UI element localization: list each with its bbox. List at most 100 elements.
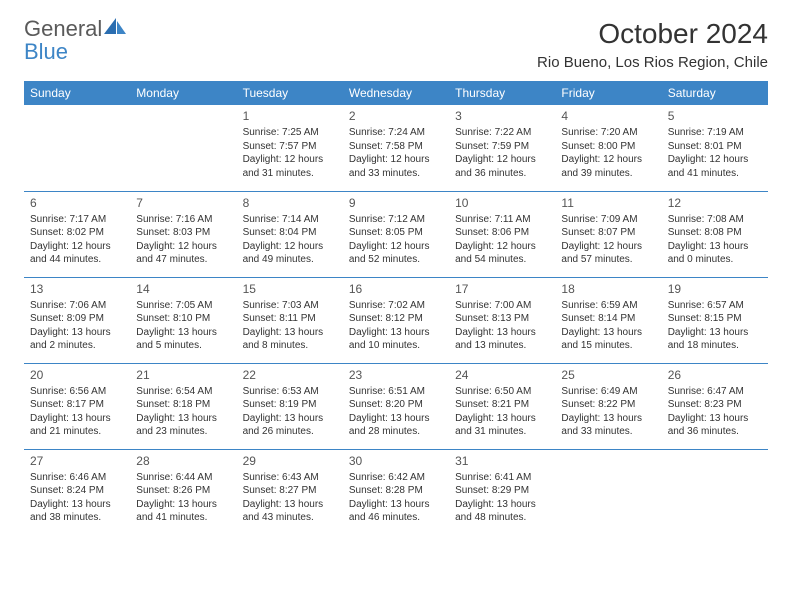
- day-info-line: Sunset: 8:21 PM: [455, 398, 549, 412]
- calendar-day-cell: 25Sunrise: 6:49 AMSunset: 8:22 PMDayligh…: [555, 363, 661, 449]
- day-info-line: Sunset: 8:04 PM: [243, 226, 337, 240]
- calendar-empty-cell: [24, 105, 130, 191]
- day-info-line: Sunset: 8:10 PM: [136, 312, 230, 326]
- calendar-day-cell: 1Sunrise: 7:25 AMSunset: 7:57 PMDaylight…: [237, 105, 343, 191]
- day-info-line: Daylight: 13 hours and 36 minutes.: [668, 412, 762, 439]
- day-number: 21: [136, 367, 230, 383]
- day-info-line: Sunrise: 7:20 AM: [561, 126, 655, 140]
- day-header: Monday: [130, 81, 236, 105]
- day-info-line: Sunset: 8:09 PM: [30, 312, 124, 326]
- day-info-line: Sunrise: 6:57 AM: [668, 299, 762, 313]
- day-number: 8: [243, 195, 337, 211]
- day-info-line: Sunset: 8:11 PM: [243, 312, 337, 326]
- day-info-line: Sunrise: 7:24 AM: [349, 126, 443, 140]
- day-header: Sunday: [24, 81, 130, 105]
- day-info-line: Daylight: 13 hours and 2 minutes.: [30, 326, 124, 353]
- day-info-line: Sunset: 8:27 PM: [243, 484, 337, 498]
- day-info-line: Daylight: 13 hours and 33 minutes.: [561, 412, 655, 439]
- logo-sail-icon: [104, 18, 126, 36]
- day-info-line: Sunset: 8:23 PM: [668, 398, 762, 412]
- calendar-day-cell: 26Sunrise: 6:47 AMSunset: 8:23 PMDayligh…: [662, 363, 768, 449]
- calendar-day-cell: 19Sunrise: 6:57 AMSunset: 8:15 PMDayligh…: [662, 277, 768, 363]
- calendar-day-cell: 17Sunrise: 7:00 AMSunset: 8:13 PMDayligh…: [449, 277, 555, 363]
- calendar-week-row: 13Sunrise: 7:06 AMSunset: 8:09 PMDayligh…: [24, 277, 768, 363]
- day-info-line: Sunrise: 6:44 AM: [136, 471, 230, 485]
- day-info-line: Sunset: 8:06 PM: [455, 226, 549, 240]
- day-info-line: Sunrise: 6:54 AM: [136, 385, 230, 399]
- calendar-table: SundayMondayTuesdayWednesdayThursdayFrid…: [24, 81, 768, 535]
- day-info-line: Sunrise: 7:12 AM: [349, 213, 443, 227]
- day-info-line: Sunset: 8:28 PM: [349, 484, 443, 498]
- day-info-line: Sunrise: 7:08 AM: [668, 213, 762, 227]
- day-info-line: Daylight: 13 hours and 31 minutes.: [455, 412, 549, 439]
- calendar-day-cell: 2Sunrise: 7:24 AMSunset: 7:58 PMDaylight…: [343, 105, 449, 191]
- day-number: 13: [30, 281, 124, 297]
- day-info-line: Sunset: 8:05 PM: [349, 226, 443, 240]
- brand-logo: General Blue: [24, 18, 126, 64]
- calendar-empty-cell: [555, 449, 661, 535]
- day-number: 12: [668, 195, 762, 211]
- day-info-line: Daylight: 12 hours and 49 minutes.: [243, 240, 337, 267]
- day-number: 2: [349, 108, 443, 124]
- day-info-line: Sunset: 8:22 PM: [561, 398, 655, 412]
- day-info-line: Sunrise: 7:03 AM: [243, 299, 337, 313]
- day-info-line: Sunset: 8:15 PM: [668, 312, 762, 326]
- day-number: 23: [349, 367, 443, 383]
- day-info-line: Daylight: 13 hours and 8 minutes.: [243, 326, 337, 353]
- calendar-day-cell: 9Sunrise: 7:12 AMSunset: 8:05 PMDaylight…: [343, 191, 449, 277]
- day-header: Saturday: [662, 81, 768, 105]
- day-info-line: Sunset: 8:03 PM: [136, 226, 230, 240]
- day-header: Tuesday: [237, 81, 343, 105]
- day-header: Wednesday: [343, 81, 449, 105]
- day-info-line: Sunset: 8:20 PM: [349, 398, 443, 412]
- day-info-line: Daylight: 13 hours and 46 minutes.: [349, 498, 443, 525]
- day-number: 7: [136, 195, 230, 211]
- day-info-line: Daylight: 13 hours and 28 minutes.: [349, 412, 443, 439]
- day-number: 4: [561, 108, 655, 124]
- day-info-line: Daylight: 13 hours and 18 minutes.: [668, 326, 762, 353]
- day-number: 22: [243, 367, 337, 383]
- day-info-line: Daylight: 12 hours and 47 minutes.: [136, 240, 230, 267]
- day-info-line: Sunrise: 6:59 AM: [561, 299, 655, 313]
- day-number: 11: [561, 195, 655, 211]
- day-info-line: Daylight: 13 hours and 48 minutes.: [455, 498, 549, 525]
- day-info-line: Daylight: 12 hours and 31 minutes.: [243, 153, 337, 180]
- day-number: 31: [455, 453, 549, 469]
- day-number: 29: [243, 453, 337, 469]
- calendar-day-cell: 15Sunrise: 7:03 AMSunset: 8:11 PMDayligh…: [237, 277, 343, 363]
- day-number: 3: [455, 108, 549, 124]
- calendar-day-cell: 24Sunrise: 6:50 AMSunset: 8:21 PMDayligh…: [449, 363, 555, 449]
- day-number: 10: [455, 195, 549, 211]
- day-info-line: Sunrise: 7:00 AM: [455, 299, 549, 313]
- day-info-line: Sunrise: 7:02 AM: [349, 299, 443, 313]
- day-info-line: Daylight: 12 hours and 44 minutes.: [30, 240, 124, 267]
- calendar-empty-cell: [662, 449, 768, 535]
- day-info-line: Sunrise: 6:41 AM: [455, 471, 549, 485]
- calendar-day-cell: 21Sunrise: 6:54 AMSunset: 8:18 PMDayligh…: [130, 363, 236, 449]
- day-info-line: Sunrise: 7:11 AM: [455, 213, 549, 227]
- calendar-day-cell: 23Sunrise: 6:51 AMSunset: 8:20 PMDayligh…: [343, 363, 449, 449]
- day-info-line: Sunset: 7:57 PM: [243, 140, 337, 154]
- day-info-line: Daylight: 12 hours and 41 minutes.: [668, 153, 762, 180]
- day-number: 26: [668, 367, 762, 383]
- day-info-line: Daylight: 13 hours and 41 minutes.: [136, 498, 230, 525]
- calendar-day-cell: 6Sunrise: 7:17 AMSunset: 8:02 PMDaylight…: [24, 191, 130, 277]
- logo-text-general: General: [24, 16, 102, 41]
- calendar-day-cell: 22Sunrise: 6:53 AMSunset: 8:19 PMDayligh…: [237, 363, 343, 449]
- calendar-day-cell: 28Sunrise: 6:44 AMSunset: 8:26 PMDayligh…: [130, 449, 236, 535]
- day-info-line: Sunset: 8:14 PM: [561, 312, 655, 326]
- calendar-week-row: 27Sunrise: 6:46 AMSunset: 8:24 PMDayligh…: [24, 449, 768, 535]
- day-info-line: Sunrise: 7:19 AM: [668, 126, 762, 140]
- day-info-line: Sunset: 8:26 PM: [136, 484, 230, 498]
- day-number: 30: [349, 453, 443, 469]
- calendar-day-cell: 5Sunrise: 7:19 AMSunset: 8:01 PMDaylight…: [662, 105, 768, 191]
- day-info-line: Sunrise: 7:22 AM: [455, 126, 549, 140]
- month-title: October 2024: [537, 18, 768, 50]
- day-number: 25: [561, 367, 655, 383]
- day-info-line: Sunrise: 6:42 AM: [349, 471, 443, 485]
- title-block: October 2024 Rio Bueno, Los Rios Region,…: [537, 18, 768, 71]
- calendar-day-cell: 4Sunrise: 7:20 AMSunset: 8:00 PMDaylight…: [555, 105, 661, 191]
- day-info-line: Daylight: 13 hours and 5 minutes.: [136, 326, 230, 353]
- day-info-line: Sunset: 8:02 PM: [30, 226, 124, 240]
- day-info-line: Sunrise: 7:09 AM: [561, 213, 655, 227]
